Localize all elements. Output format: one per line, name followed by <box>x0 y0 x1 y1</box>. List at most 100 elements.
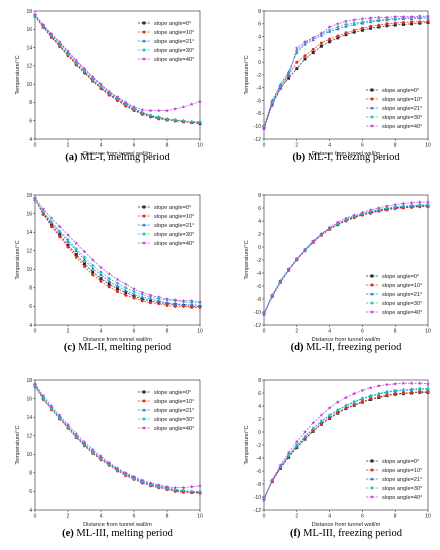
chart-panel-1: 0 2 4 6 8 10 4 6 8 10 12 14 16 18 Distance from tunnel… <box>15 9 203 163</box>
data-point <box>409 14 414 19</box>
data-point <box>115 468 120 472</box>
data-point <box>368 16 373 20</box>
data-point <box>409 381 414 385</box>
legend-marker <box>370 468 374 472</box>
data-point <box>377 23 381 27</box>
data-point <box>401 391 405 395</box>
panel-caption: (b) ML-I, freezing period <box>292 152 400 163</box>
data-point <box>311 420 316 425</box>
data-point <box>33 12 37 17</box>
data-point <box>352 21 356 26</box>
data-point <box>41 22 46 27</box>
panel-caption-text: ML-I, melting period <box>78 152 171 163</box>
x-tick-label: 4 <box>100 329 103 335</box>
data-point <box>311 35 316 40</box>
data-point <box>91 266 95 270</box>
data-point <box>393 202 398 207</box>
data-point <box>181 485 186 490</box>
legend-marker <box>370 310 374 314</box>
y-tick-label: -6 <box>257 469 262 475</box>
y-tick-label: 6 <box>29 304 32 310</box>
data-point <box>91 270 95 274</box>
y-tick-label: 2 <box>258 47 261 53</box>
legend-entry: slope angle=30° <box>382 301 422 307</box>
data-point <box>165 297 169 301</box>
data-point <box>99 277 103 281</box>
y-tick-label: -10 <box>254 495 261 501</box>
data-point <box>336 34 340 38</box>
data-point <box>99 457 103 461</box>
data-point <box>148 108 153 113</box>
legend-entry: slope angle=21° <box>154 39 194 45</box>
data-point <box>149 301 152 305</box>
data-point <box>90 74 95 79</box>
panel-caption-text: ML-III, freezing period <box>301 528 403 539</box>
data-point <box>336 408 340 412</box>
series-line-3 <box>34 198 201 306</box>
y-tick-label: 6 <box>258 22 261 28</box>
data-point <box>115 281 120 286</box>
y-tick-label: 12 <box>26 64 32 70</box>
legend-marker <box>142 39 146 43</box>
data-point <box>66 237 70 242</box>
y-axis-label: Temperature/°C <box>244 425 250 464</box>
data-point <box>385 22 389 26</box>
chart-panel-3: 0 2 4 6 8 10 4 6 8 10 12 14 16 18 Distance from tunnel… <box>15 193 203 353</box>
x-axis-label: Distance from tunnel wall/m <box>312 151 381 157</box>
panel-caption: (e) ML-III, melting period <box>62 528 174 539</box>
x-tick-label: 6 <box>133 329 136 335</box>
x-tick-label: 10 <box>425 514 431 520</box>
data-point <box>344 216 348 221</box>
y-tick-label: 8 <box>258 9 261 15</box>
y-tick-label: 8 <box>258 378 261 384</box>
data-point <box>336 25 340 29</box>
data-point <box>107 91 111 96</box>
y-tick-label: 0 <box>258 430 261 436</box>
data-point <box>82 66 87 71</box>
data-point <box>91 273 95 277</box>
data-point <box>344 33 348 37</box>
data-point <box>287 453 291 458</box>
data-point <box>82 258 87 262</box>
data-point <box>165 484 169 489</box>
panel-caption-letter: (a) <box>65 152 78 163</box>
data-point <box>74 252 78 256</box>
plot-frame <box>34 10 201 140</box>
legend-entry: slope angle=30° <box>382 115 422 121</box>
y-tick-label: 4 <box>29 323 32 329</box>
data-point <box>369 18 373 23</box>
data-point <box>198 489 202 494</box>
data-point <box>369 209 373 214</box>
data-point <box>418 390 422 394</box>
data-point <box>262 126 266 131</box>
data-point <box>165 300 169 305</box>
y-tick-label: 8 <box>29 286 32 292</box>
legend-marker <box>142 223 146 227</box>
y-tick-label: -8 <box>257 297 262 303</box>
data-point <box>132 294 136 298</box>
data-point <box>173 485 178 490</box>
legend-marker <box>370 292 374 296</box>
data-point <box>368 385 373 390</box>
data-point <box>82 440 87 444</box>
data-point <box>377 25 381 29</box>
x-tick-label: 6 <box>361 143 364 149</box>
data-point <box>116 287 119 291</box>
legend-entry: slope angle=21° <box>382 292 422 298</box>
y-tick-label: -4 <box>257 271 262 277</box>
data-point <box>49 31 54 36</box>
x-axis-label: Distance from tunnel wall/m <box>83 337 152 343</box>
data-point <box>82 255 87 260</box>
data-point <box>124 291 128 294</box>
data-point <box>66 245 70 249</box>
legend-entry: slope angle=0° <box>154 205 191 211</box>
legend-entry: slope angle=21° <box>154 408 194 414</box>
y-tick-label: -8 <box>257 482 262 488</box>
data-point <box>385 15 389 20</box>
data-point <box>124 102 128 107</box>
data-point <box>140 297 144 301</box>
data-point <box>278 464 282 469</box>
x-tick-label: 8 <box>166 514 169 520</box>
data-point <box>99 273 103 277</box>
data-point <box>156 482 161 487</box>
